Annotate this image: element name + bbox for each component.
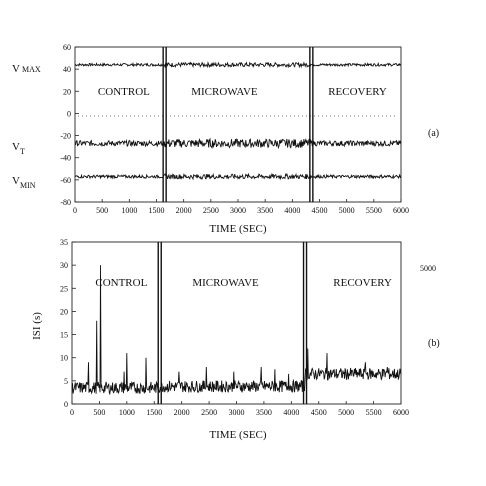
panel-b-y-ticks: 0 5 10 15 20 25 30 35 [60, 238, 76, 409]
y-tick-label: -60 [60, 176, 71, 185]
panel-b-tag: (b) [428, 338, 440, 349]
x-tick-label: 500 [96, 206, 108, 215]
panel-a-traces [74, 61, 402, 181]
panel-b-frame [71, 241, 402, 405]
phase-label-microwave: MICROWAVE [192, 277, 259, 289]
y-tick-label: 0 [64, 400, 68, 409]
y-tick-label: 40 [63, 65, 71, 74]
panel-a-x-axis-title: TIME (SEC) [209, 223, 266, 235]
x-tick-label: 3500 [257, 206, 273, 215]
x-tick-label: 3500 [256, 408, 272, 417]
x-tick-label: 5500 [366, 408, 382, 417]
side-label-v-t: VT [12, 141, 25, 156]
y-tick-label: 0 [67, 109, 71, 118]
x-tick-label: 4000 [283, 408, 299, 417]
y-tick-label: -80 [60, 198, 71, 207]
y-tick-label: 5 [64, 377, 68, 386]
y-tick-label: 20 [60, 307, 68, 316]
x-tick-label: 1000 [119, 408, 135, 417]
trace-v-max [74, 61, 402, 69]
x-tick-label: 1000 [121, 206, 137, 215]
side-label-v-min: VMIN [12, 175, 36, 190]
panel-b-phase-dividers [157, 242, 308, 404]
panel-a-tag: (a) [428, 128, 439, 139]
x-tick-label: 4500 [311, 408, 327, 417]
panel-b-y-axis-title: ISI (s) [31, 312, 43, 340]
x-tick-label: 6000 [393, 408, 409, 417]
y-tick-label: 10 [60, 354, 68, 363]
y-tick-label: 15 [60, 331, 68, 340]
trace-isi [71, 265, 402, 396]
panel-b-x-axis-title: TIME (SEC) [209, 429, 266, 441]
y-tick-label: 35 [60, 238, 68, 247]
x-tick-label: 4000 [284, 206, 300, 215]
x-tick-label: 6000 [393, 206, 409, 215]
panel-b-traces [71, 265, 402, 396]
panel-a-y-ticks: 60 40 20 0 -20 -40 -60 -80 [60, 43, 79, 207]
panel-b-isi: 0 5 10 15 20 25 30 35 0 500 1000 1500 2000 2500 3000 3… [31, 238, 440, 441]
x-tick-label: 2500 [203, 206, 219, 215]
x-tick-label: 5000 [338, 408, 354, 417]
panel-a-phase-labels: CONTROL MICROWAVE RECOVERY [98, 86, 387, 98]
x-tick-label: 0 [70, 408, 74, 417]
x-tick-label: 3000 [229, 408, 245, 417]
panel-a-x-ticks: 0 500 1000 1500 2000 2500 3000 3500 4000 4500 5000… [73, 199, 409, 215]
y-tick-label: -20 [60, 132, 71, 141]
x-tick-label: 0 [73, 206, 77, 215]
y-tick-label: 60 [63, 43, 71, 52]
phase-label-control: CONTROL [98, 86, 150, 98]
y-tick-label: 30 [60, 261, 68, 270]
trace-v-t [74, 137, 402, 150]
x-tick-label: 2000 [176, 206, 192, 215]
y-tick-label: -40 [60, 154, 71, 163]
y-tick-label: 20 [63, 87, 71, 96]
x-tick-label: 3000 [230, 206, 246, 215]
panel-b-phase-labels: CONTROL MICROWAVE RECOVERY [95, 277, 392, 289]
side-label-v-max: V MAX [12, 63, 41, 75]
panel-b-x-ticks: 0 500 1000 1500 2000 2500 3000 3500 4000 4500 5000… [70, 401, 409, 417]
x-tick-label: 5500 [366, 206, 382, 215]
x-tick-label: 1500 [146, 408, 162, 417]
x-tick-label: 5000 [339, 206, 355, 215]
panel-a-membrane-potential: 60 40 20 0 -20 -40 -60 -80 0 500 1000 1500 2000 2500… [12, 43, 439, 235]
panel-b-right-annotation: 5000 [420, 264, 436, 273]
phase-label-recovery: RECOVERY [333, 277, 392, 289]
x-tick-label: 2000 [174, 408, 190, 417]
x-tick-label: 4500 [312, 206, 328, 215]
phase-label-control: CONTROL [95, 277, 147, 289]
x-tick-label: 2500 [201, 408, 217, 417]
x-tick-label: 1500 [149, 206, 165, 215]
x-tick-label: 500 [93, 408, 105, 417]
trace-v-min [74, 172, 402, 181]
y-tick-label: 25 [60, 284, 68, 293]
phase-label-microwave: MICROWAVE [191, 86, 258, 98]
phase-label-recovery: RECOVERY [328, 86, 387, 98]
panel-a-phase-dividers [162, 47, 314, 202]
